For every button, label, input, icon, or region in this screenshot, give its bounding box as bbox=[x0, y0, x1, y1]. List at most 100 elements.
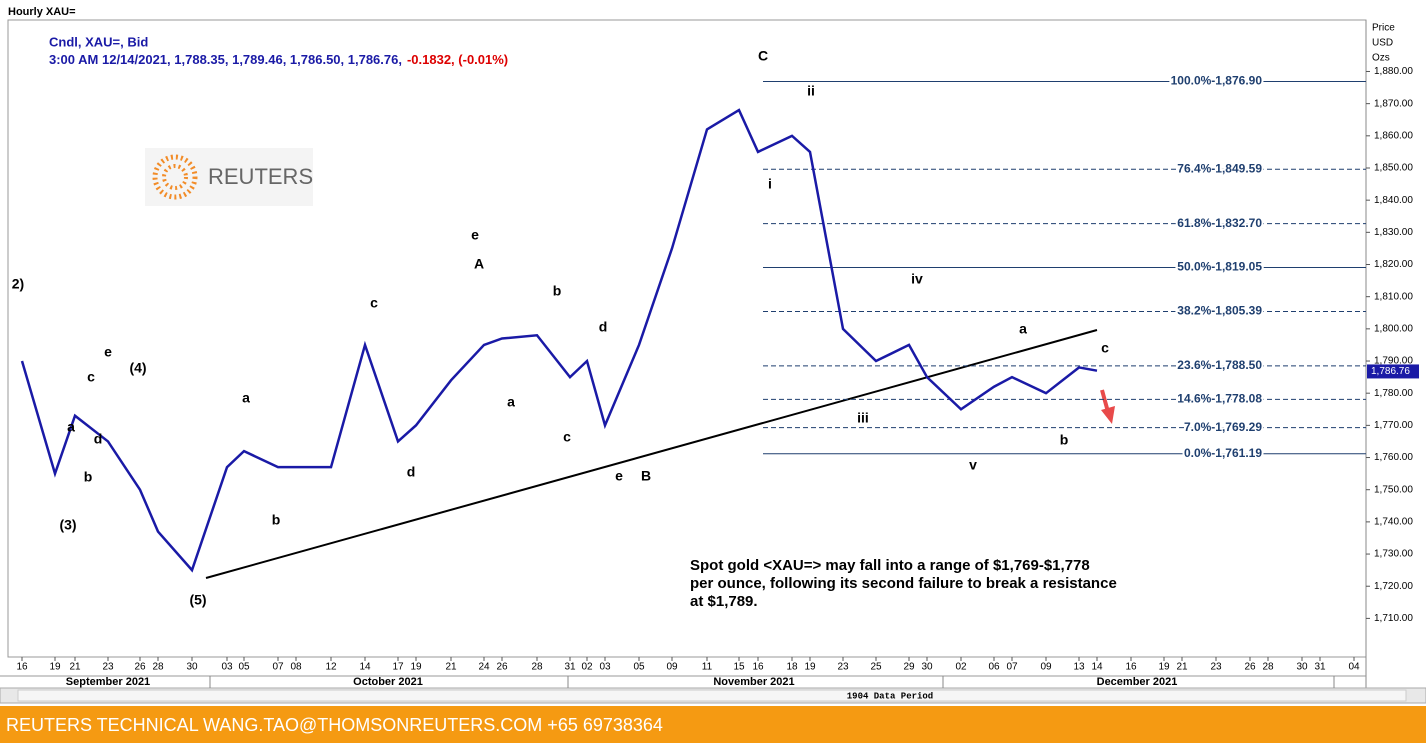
x-tick-label: 06 bbox=[988, 662, 1000, 673]
wave-label: i bbox=[768, 176, 772, 192]
wave-label: e bbox=[471, 227, 479, 243]
wave-label: 2) bbox=[12, 276, 24, 292]
y-axis-title: Ozs bbox=[1372, 53, 1390, 64]
last-price-box bbox=[1367, 364, 1419, 379]
logo-ring bbox=[152, 154, 198, 200]
x-tick-label: 04 bbox=[1348, 662, 1360, 673]
y-tick-label: 1,800.00 bbox=[1374, 323, 1413, 334]
x-tick-label: 13 bbox=[1073, 662, 1085, 673]
trendline bbox=[205, 329, 1098, 579]
y-tick-label: 1,870.00 bbox=[1374, 98, 1413, 109]
month-label: September 2021 bbox=[66, 676, 150, 688]
last-price-label: 1,786.76 bbox=[1371, 366, 1410, 377]
price-line bbox=[20, 108, 1098, 573]
y-tick-label: 1,850.00 bbox=[1374, 163, 1413, 174]
x-tick-label: 25 bbox=[870, 662, 882, 673]
x-tick-label: 14 bbox=[1091, 662, 1103, 673]
wave-label: b bbox=[84, 469, 93, 485]
x-tick-label: 23 bbox=[102, 662, 114, 673]
y-tick-label: 1,790.00 bbox=[1374, 356, 1413, 367]
y-tick-label: 1,810.00 bbox=[1374, 291, 1413, 302]
fib-label: 100.0%-1,876.90 bbox=[1171, 74, 1263, 88]
y-tick-label: 1,840.00 bbox=[1374, 195, 1413, 206]
x-tick-label: 08 bbox=[290, 662, 302, 673]
arrow-head bbox=[1101, 406, 1115, 424]
annotation: at $1,789. bbox=[690, 593, 758, 610]
x-tick-label: 19 bbox=[1158, 662, 1170, 673]
x-tick-label: 30 bbox=[1296, 662, 1308, 673]
fib-label: 50.0%-1,819.05 bbox=[1177, 260, 1262, 274]
x-tick-label: 17 bbox=[392, 662, 404, 673]
fib-label: 14.6%-1,778.08 bbox=[1177, 392, 1262, 406]
x-tick-label: 09 bbox=[666, 662, 678, 673]
x-tick-label: 31 bbox=[564, 662, 576, 673]
x-tick-label: 28 bbox=[1262, 662, 1274, 673]
x-tick-label: 16 bbox=[16, 662, 28, 673]
x-tick-label: 26 bbox=[1244, 662, 1256, 673]
y-axis-title: Price bbox=[1372, 23, 1395, 34]
y-tick-label: 1,780.00 bbox=[1374, 388, 1413, 399]
wave-label: d bbox=[407, 464, 416, 480]
wave-label: e bbox=[104, 344, 112, 360]
y-tick-label: 1,820.00 bbox=[1374, 259, 1413, 270]
fib-label: 23.6%-1,788.50 bbox=[1177, 358, 1262, 372]
month-label: December 2021 bbox=[1097, 676, 1178, 688]
logo-ring bbox=[162, 164, 188, 190]
reuters-logo: REUTERS bbox=[145, 148, 313, 206]
x-tick-label: 19 bbox=[410, 662, 422, 673]
x-tick-label: 16 bbox=[1125, 662, 1137, 673]
x-tick-label: 21 bbox=[445, 662, 457, 673]
legend-line1: Cndl, XAU=, Bid bbox=[49, 34, 148, 49]
x-tick-label: 09 bbox=[1040, 662, 1052, 673]
wave-label: a bbox=[507, 394, 515, 410]
wave-label: (4) bbox=[129, 360, 146, 376]
annotation: Spot gold <XAU=> may fall into a range o… bbox=[690, 557, 1090, 574]
x-tick-label: 21 bbox=[69, 662, 81, 673]
month-label: October 2021 bbox=[353, 676, 423, 688]
y-tick-label: 1,710.00 bbox=[1374, 613, 1413, 624]
wave-label: a bbox=[242, 390, 250, 406]
wave-label: iii bbox=[857, 410, 869, 426]
x-tick-label: 03 bbox=[599, 662, 611, 673]
x-tick-label: 05 bbox=[238, 662, 250, 673]
wave-label: A bbox=[474, 256, 484, 272]
period-label: 1904 Data Period bbox=[847, 691, 933, 701]
wave-label: b bbox=[272, 512, 281, 528]
fib-label: 76.4%-1,849.59 bbox=[1177, 161, 1262, 175]
x-tick-label: 26 bbox=[496, 662, 508, 673]
wave-label: B bbox=[641, 468, 651, 484]
x-tick-label: 19 bbox=[49, 662, 61, 673]
wave-label: e bbox=[615, 468, 623, 484]
y-tick-label: 1,760.00 bbox=[1374, 452, 1413, 463]
y-tick-label: 1,830.00 bbox=[1374, 227, 1413, 238]
legend-values: 3:00 AM 12/14/2021, 1,788.35, 1,789.46, … bbox=[49, 52, 402, 67]
y-tick-label: 1,880.00 bbox=[1374, 66, 1413, 77]
wave-label: (3) bbox=[59, 517, 76, 533]
x-tick-label: 07 bbox=[272, 662, 284, 673]
wave-label: (5) bbox=[189, 592, 206, 608]
scroll-thumb[interactable] bbox=[17, 689, 1407, 702]
fib-label: 38.2%-1,805.39 bbox=[1177, 304, 1262, 318]
wave-label: ii bbox=[807, 83, 815, 99]
x-tick-label: 23 bbox=[1210, 662, 1222, 673]
wave-label: v bbox=[969, 457, 977, 473]
wave-label: c bbox=[370, 295, 378, 311]
x-tick-label: 07 bbox=[1006, 662, 1018, 673]
x-tick-label: 28 bbox=[531, 662, 543, 673]
footer-bar bbox=[0, 706, 1426, 743]
annotation: per ounce, following its second failure … bbox=[690, 575, 1117, 592]
wave-label: b bbox=[553, 283, 562, 299]
x-tick-label: 02 bbox=[955, 662, 967, 673]
fib-label: 7.0%-1,769.29 bbox=[1184, 420, 1262, 434]
x-tick-label: 31 bbox=[1314, 662, 1326, 673]
x-tick-label: 15 bbox=[733, 662, 745, 673]
x-tick-label: 19 bbox=[804, 662, 816, 673]
month-label: November 2021 bbox=[713, 676, 794, 688]
x-tick-label: 30 bbox=[921, 662, 933, 673]
footer: REUTERS TECHNICAL WANG.TAO@THOMSONREUTER… bbox=[6, 715, 663, 735]
wave-label: iv bbox=[911, 271, 923, 287]
y-tick-label: 1,860.00 bbox=[1374, 130, 1413, 141]
x-tick-label: 23 bbox=[837, 662, 849, 673]
x-tick-label: 05 bbox=[633, 662, 645, 673]
